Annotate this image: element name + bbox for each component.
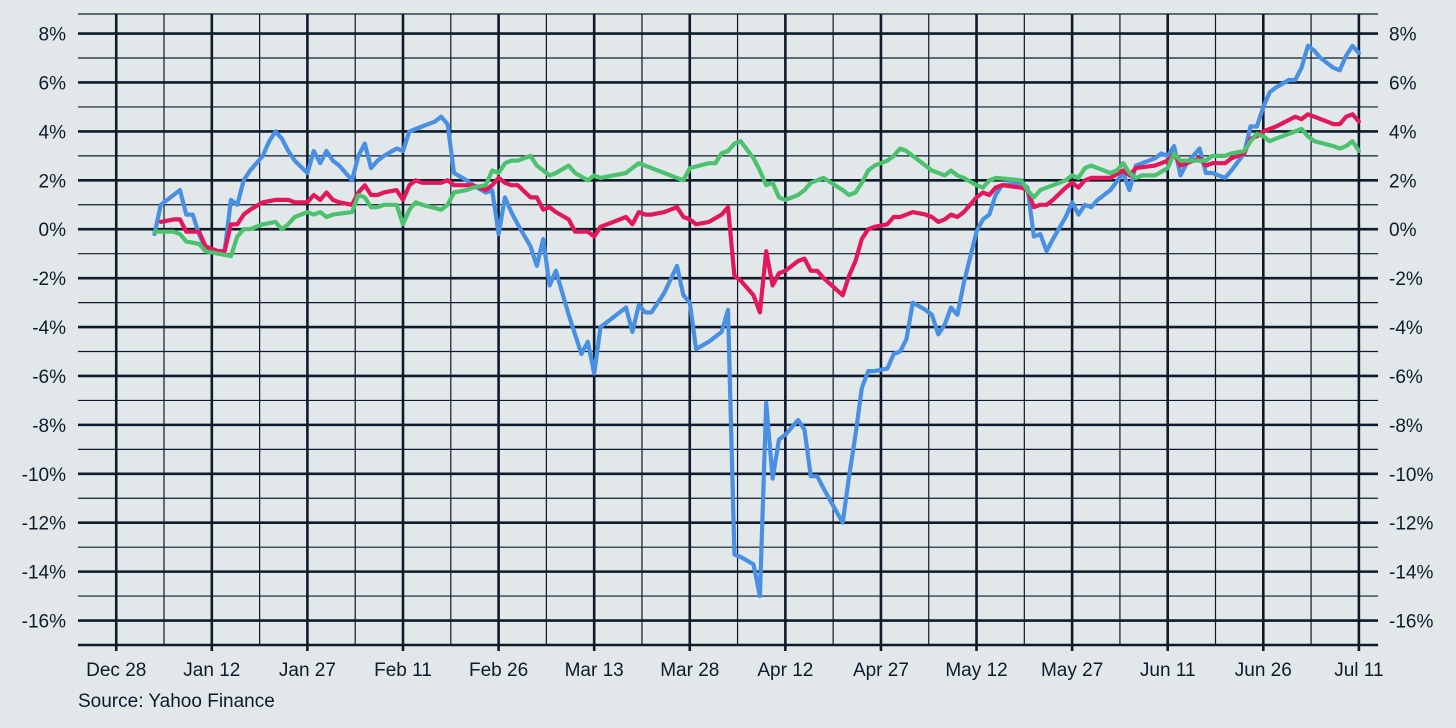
y-axis-right-labels: 8% 6% 4% 2% 0% -2% -4% -6% -8% -10% -12% -14% -16% [1389,25,1433,633]
y-tick-label-left: -16% [22,612,66,633]
y-axis-left-labels: 8% 6% 4% 2% 0% -2% -4% -6% -8% -10% -12% -14% -16% [22,25,66,633]
y-tick-label-left: 0% [39,220,67,241]
x-tick-label: May 27 [1041,660,1103,681]
x-tick-label: Mar 13 [565,660,624,681]
y-tick-label-right: 6% [1389,73,1417,94]
source-note: Source: Yahoo Finance [78,691,275,712]
y-tick-label-right: 0% [1389,220,1417,241]
series-line-1 [152,43,1362,599]
y-tick-label-left: -12% [22,514,66,535]
x-tick-label: Jan 12 [183,660,240,681]
y-tick-label-right: 2% [1389,171,1417,192]
y-tick-label-left: -8% [32,416,66,437]
x-tick-label: Feb 26 [469,660,528,681]
y-tick-label-right: 8% [1389,25,1417,46]
y-tick-label-right: -16% [1389,612,1433,633]
series-lines [152,43,1362,599]
x-tick-label: Jan 27 [279,660,336,681]
y-tick-label-left: 6% [39,73,67,94]
x-tick-label: Jun 26 [1235,660,1292,681]
y-tick-label-left: 2% [39,171,67,192]
x-tick-label: Feb 11 [374,660,432,681]
y-tick-label-right: -14% [1389,563,1433,584]
y-tick-label-left: -6% [32,367,66,388]
y-tick-label-right: 4% [1389,122,1417,143]
minor-gridlines [78,13,1378,646]
x-tick-label: Apr 12 [757,660,813,681]
y-tick-label-right: -8% [1389,416,1423,437]
y-tick-label-left: -4% [32,318,66,339]
y-tick-label-right: -2% [1389,269,1423,290]
y-tick-label-left: -10% [22,465,66,486]
x-tick-label: Jul 11 [1334,660,1383,681]
y-tick-label-right: -12% [1389,514,1433,535]
y-tick-label-right: -4% [1389,318,1423,339]
y-tick-label-left: 8% [39,25,67,46]
y-tick-label-left: 4% [39,122,67,143]
x-tick-label: May 12 [945,660,1007,681]
x-tick-label: Apr 27 [853,660,909,681]
series-line-3 [152,126,1362,259]
y-tick-label-left: -14% [22,563,66,584]
x-tick-label: Mar 28 [660,660,719,681]
y-tick-label-left: -2% [32,269,66,290]
x-tick-label: Jun 11 [1140,660,1196,681]
y-tick-label-right: -6% [1389,367,1423,388]
y-tick-label-right: -10% [1389,465,1433,486]
x-axis-labels: Dec 28 Jan 12 Jan 27 Feb 11 Feb 26 Mar 13 Mar … [86,660,1383,681]
x-tick-label: Dec 28 [86,660,146,681]
